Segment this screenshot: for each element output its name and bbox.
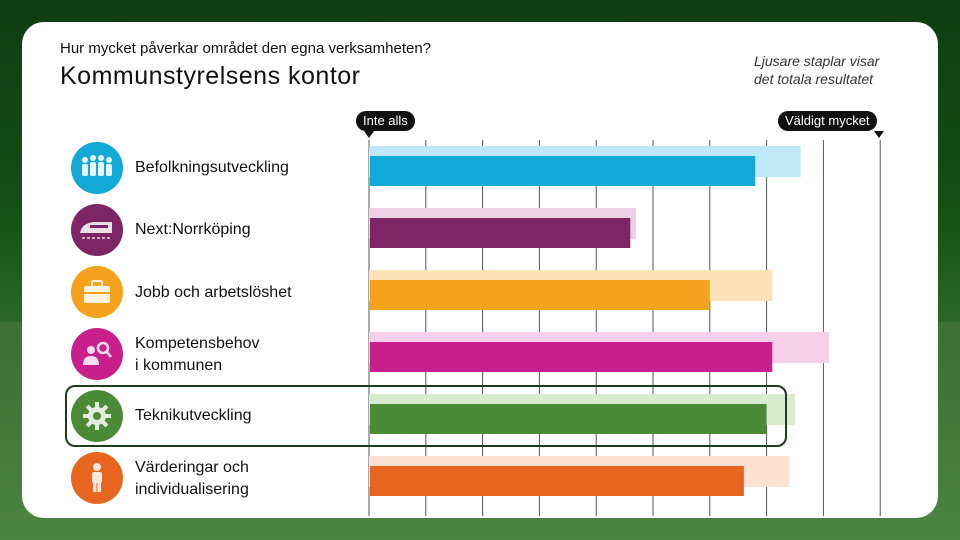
train-icon xyxy=(71,204,123,256)
scale-max-marker xyxy=(874,131,884,138)
scale-min-label: Inte alls xyxy=(356,111,415,131)
row-label-kompetensbehov: Kompetensbehov i kommunen xyxy=(135,333,260,377)
row-label-befolkningsutveckling: Befolkningsutveckling xyxy=(135,157,289,179)
legend-note: Ljusare staplar visar det totala resulta… xyxy=(754,52,924,88)
briefcase-icon xyxy=(71,266,123,318)
question-text: Hur mycket påverkar området den egna ver… xyxy=(60,40,432,57)
bar-office xyxy=(370,404,767,434)
row-label-jobb: Jobb och arbetslöshet xyxy=(135,282,292,304)
row-label-next-norrkoping: Next:Norrköping xyxy=(135,219,251,241)
bar-office xyxy=(370,342,773,372)
row-label-line1: Kompetensbehov xyxy=(135,335,260,352)
person-icon xyxy=(71,452,123,504)
row-label-line1: Next:Norrköping xyxy=(135,221,251,238)
bars xyxy=(369,146,830,496)
person-search-icon xyxy=(71,328,123,380)
legend-note-line1: Ljusare staplar visar xyxy=(754,53,880,69)
row-label-varderingar: Värderingar och individualisering xyxy=(135,457,249,501)
bar-office xyxy=(370,466,744,496)
people-icon xyxy=(71,142,123,194)
bar-office xyxy=(370,156,756,186)
row-label-line1: Värderingar och xyxy=(135,459,249,476)
highlight-frame xyxy=(65,385,787,447)
row-label-line2: i kommunen xyxy=(135,357,223,374)
page-title: Kommunstyrelsens kontor xyxy=(60,62,361,90)
legend-note-line2: det totala resultatet xyxy=(754,71,874,87)
bar-office xyxy=(370,280,710,310)
row-label-teknikutveckling: Teknikutveckling xyxy=(135,405,252,427)
row-label-line1: Befolkningsutveckling xyxy=(135,159,289,176)
scale-max-label: Väldigt mycket xyxy=(778,111,877,131)
row-label-line2: individualisering xyxy=(135,481,249,498)
scale-min-marker xyxy=(364,131,374,138)
grid-lines xyxy=(368,140,881,516)
bar-office xyxy=(370,218,631,248)
gear-icon xyxy=(71,390,123,442)
row-label-line1: Teknikutveckling xyxy=(135,407,252,424)
row-label-line1: Jobb och arbetslöshet xyxy=(135,284,292,301)
